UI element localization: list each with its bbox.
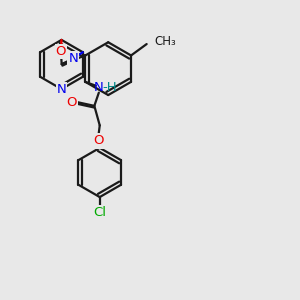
Text: CH₃: CH₃ xyxy=(154,34,176,48)
Text: O: O xyxy=(56,45,66,58)
Text: N: N xyxy=(57,83,66,96)
Text: O: O xyxy=(93,134,104,148)
Text: -H: -H xyxy=(102,81,117,94)
Text: O: O xyxy=(66,96,76,109)
Text: N: N xyxy=(68,52,78,65)
Text: Cl: Cl xyxy=(93,206,106,219)
Text: N: N xyxy=(94,81,104,94)
